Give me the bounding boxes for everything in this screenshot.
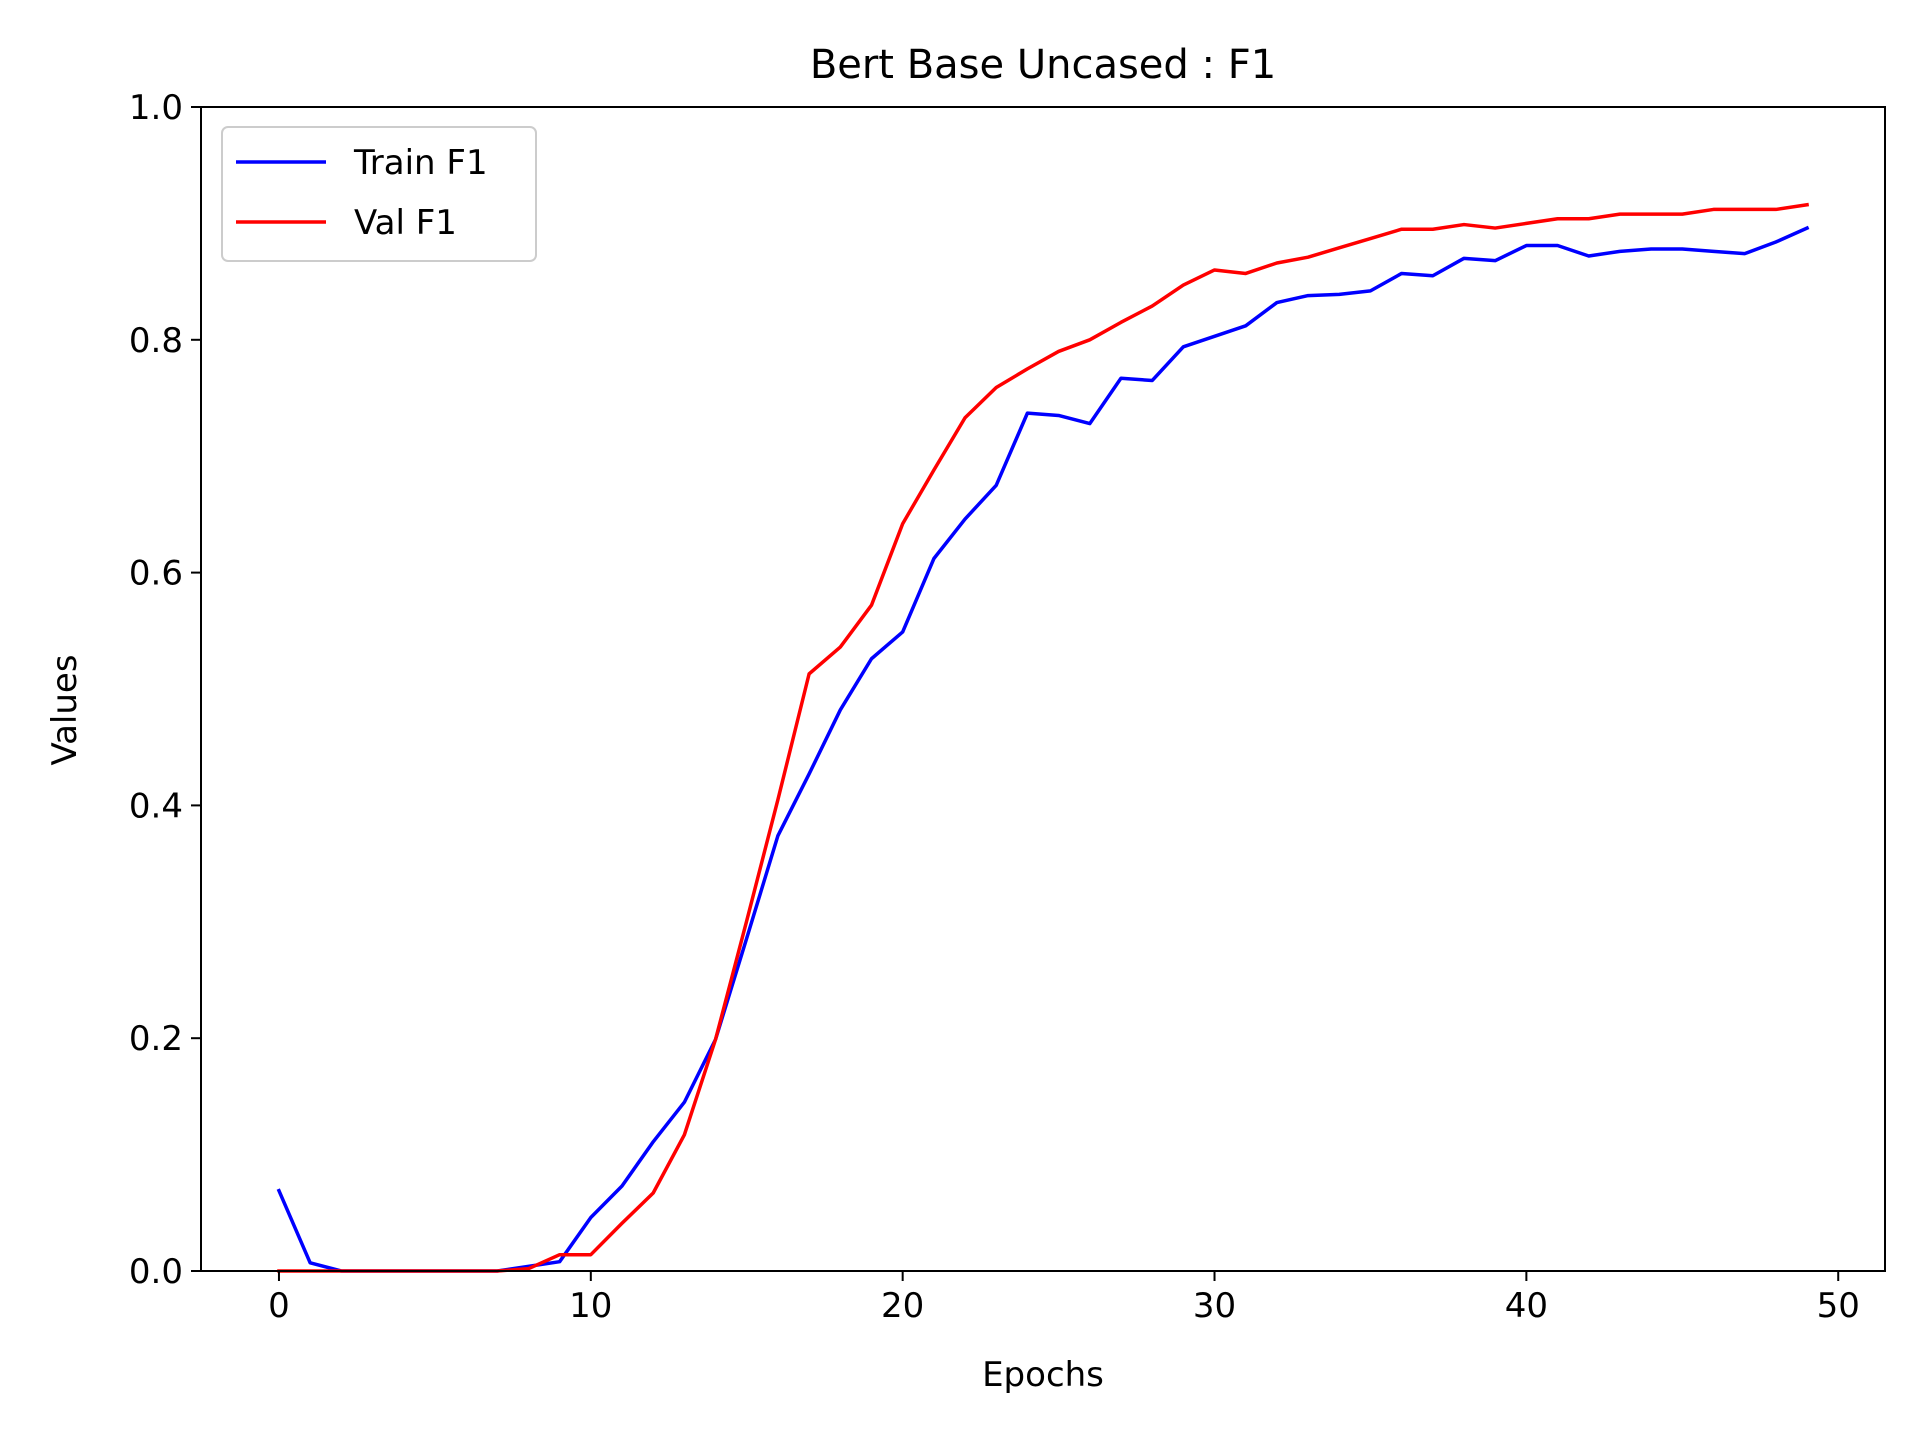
y-tick-label: 0.0	[129, 1252, 183, 1292]
y-tick-label: 1.0	[129, 88, 183, 128]
plot-frame	[200, 106, 1886, 1272]
x-tick-label: 30	[1193, 1286, 1236, 1326]
series-line-1	[276, 225, 1810, 1273]
y-tick-label: 0.8	[129, 321, 183, 361]
series-line-2	[277, 202, 1810, 1273]
y-tick-label: 0.4	[129, 786, 183, 826]
x-tick-label: 50	[1817, 1286, 1860, 1326]
legend-label-1: Train F1	[353, 143, 488, 183]
legend: Train F1 Val F1	[221, 126, 537, 262]
x-axis-label: Epochs	[982, 1355, 1104, 1395]
chart-title: Bert Base Uncased : F1	[810, 42, 1276, 88]
x-tick-label: 10	[569, 1286, 612, 1326]
x-tick-label: 20	[881, 1286, 924, 1326]
axes: 0 10 20 30 40 50 0.0 0.2 0.4 0.6 0.8 1.0	[129, 88, 1886, 1326]
y-tick-label: 0.6	[129, 554, 183, 594]
y-axis-label: Values	[45, 654, 85, 765]
plot-area	[276, 202, 1810, 1273]
x-tick-label: 0	[268, 1286, 290, 1326]
x-tick-label: 40	[1505, 1286, 1548, 1326]
legend-label-2: Val F1	[354, 203, 457, 243]
y-tick-label: 0.2	[129, 1019, 183, 1059]
